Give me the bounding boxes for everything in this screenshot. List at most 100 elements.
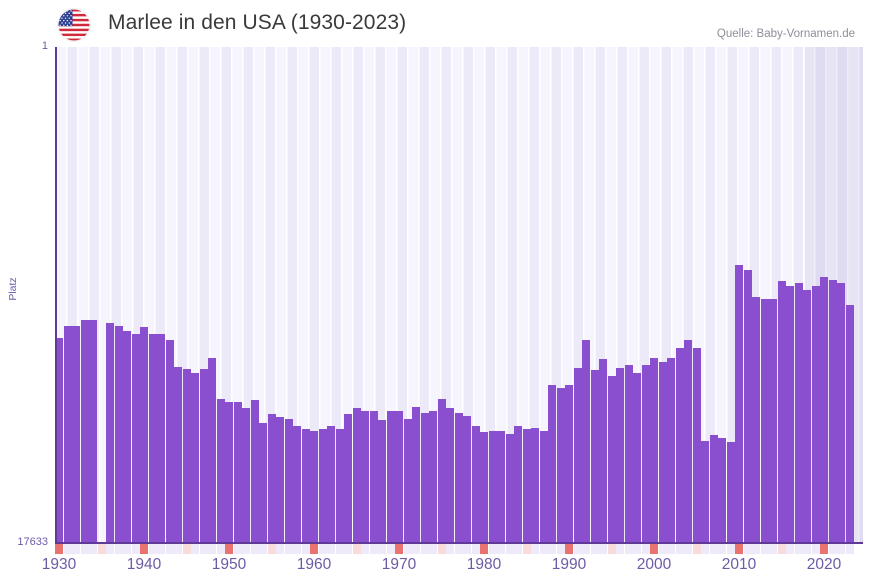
bar-2006[interactable] (701, 440, 709, 543)
bar-1979[interactable] (471, 425, 480, 543)
bar-1953[interactable] (250, 400, 259, 543)
bar-2009[interactable] (726, 441, 735, 543)
bar-1952[interactable] (242, 408, 250, 543)
bar-1986[interactable] (531, 427, 539, 543)
bar-1943[interactable] (165, 339, 174, 543)
bar-1974[interactable] (429, 411, 437, 543)
bar-1961[interactable] (318, 428, 327, 543)
bar-1982[interactable] (497, 430, 505, 543)
bar-1959[interactable] (301, 428, 310, 543)
bar-1941[interactable] (148, 333, 157, 543)
bar-2016[interactable] (786, 286, 794, 543)
bar-1987[interactable] (539, 430, 548, 543)
bar-1949[interactable] (216, 399, 225, 543)
bar-1950[interactable] (225, 402, 233, 543)
bar-1998[interactable] (633, 373, 641, 543)
bar-1958[interactable] (293, 425, 301, 543)
bar-2002[interactable] (667, 357, 675, 543)
bar-1933[interactable] (80, 319, 89, 543)
bar-1957[interactable] (284, 419, 293, 543)
bar-1966[interactable] (361, 411, 369, 543)
x-tick-1974 (429, 544, 437, 554)
x-tick-1995 (607, 544, 616, 554)
bar-1991[interactable] (573, 368, 582, 543)
bar-1969[interactable] (386, 411, 395, 543)
bar-1994[interactable] (599, 359, 607, 543)
bar-1934[interactable] (89, 319, 97, 543)
bar-1945[interactable] (182, 369, 191, 543)
x-tick-2018 (803, 544, 811, 554)
bar-1999[interactable] (641, 365, 650, 543)
bar-1938[interactable] (123, 330, 131, 543)
bar-1968[interactable] (378, 420, 386, 543)
bar-1960[interactable] (310, 430, 318, 543)
bar-1996[interactable] (616, 368, 624, 543)
bar-1962[interactable] (327, 425, 335, 543)
bar-1931[interactable] (63, 325, 72, 543)
x-tick-1978 (463, 544, 471, 554)
bar-1973[interactable] (420, 413, 429, 543)
bar-1977[interactable] (454, 413, 463, 543)
bar-2014[interactable] (769, 298, 777, 543)
bar-1983[interactable] (505, 433, 514, 543)
x-tick-1939 (131, 544, 140, 554)
bar-1997[interactable] (624, 365, 633, 543)
bar-1993[interactable] (590, 370, 599, 543)
bar-1985[interactable] (522, 428, 531, 543)
bar-1932[interactable] (72, 325, 80, 543)
bar-1940[interactable] (140, 326, 148, 543)
bar-1970[interactable] (395, 411, 403, 543)
bar-1971[interactable] (403, 419, 412, 543)
bar-2018[interactable] (803, 290, 811, 543)
bar-1939[interactable] (131, 333, 140, 543)
bar-2019[interactable] (811, 286, 820, 543)
bar-1948[interactable] (208, 357, 216, 543)
bar-1989[interactable] (556, 388, 565, 543)
bar-1988[interactable] (548, 385, 556, 543)
bar-1944[interactable] (174, 367, 182, 543)
bar-2022[interactable] (837, 283, 845, 543)
bar-1975[interactable] (437, 399, 446, 543)
bar-1942[interactable] (157, 333, 165, 543)
bar-1937[interactable] (114, 325, 123, 543)
bar-2007[interactable] (709, 434, 718, 543)
bar-2004[interactable] (684, 339, 692, 543)
bar-1980[interactable] (480, 431, 488, 543)
bar-2010[interactable] (735, 265, 743, 543)
bar-2015[interactable] (777, 281, 786, 543)
bar-1976[interactable] (446, 408, 454, 543)
bar-1965[interactable] (352, 408, 361, 543)
bar-1990[interactable] (565, 385, 573, 543)
bar-1978[interactable] (463, 416, 471, 543)
bar-1936[interactable] (106, 322, 114, 543)
bar-1984[interactable] (514, 425, 522, 543)
bar-2001[interactable] (658, 362, 667, 543)
bar-1995[interactable] (607, 376, 616, 543)
bar-2008[interactable] (718, 437, 726, 543)
bar-2017[interactable] (794, 283, 803, 543)
bar-1946[interactable] (191, 373, 199, 543)
bar-2023[interactable] (845, 304, 854, 543)
bar-2013[interactable] (760, 298, 769, 543)
bar-1992[interactable] (582, 339, 590, 543)
bar-1963[interactable] (335, 428, 344, 543)
bar-2005[interactable] (692, 347, 701, 543)
bar-1972[interactable] (412, 407, 420, 543)
bar-1951[interactable] (233, 402, 242, 543)
bar-1967[interactable] (369, 411, 378, 543)
bar-2011[interactable] (743, 270, 752, 543)
bar-2020[interactable] (820, 277, 828, 543)
bar-1954[interactable] (259, 422, 267, 543)
bar-1930[interactable] (55, 337, 63, 543)
bar-2003[interactable] (675, 347, 684, 543)
bar-2021[interactable] (828, 280, 837, 543)
bar-2000[interactable] (650, 357, 658, 543)
bar-1964[interactable] (344, 414, 352, 543)
bar-1981[interactable] (488, 430, 497, 543)
bar-1947[interactable] (199, 369, 208, 543)
x-tick-1985 (522, 544, 531, 554)
bar-1955[interactable] (267, 414, 276, 543)
x-axis-tick-band (55, 544, 863, 554)
bar-2012[interactable] (752, 296, 760, 543)
bar-1956[interactable] (276, 417, 284, 543)
